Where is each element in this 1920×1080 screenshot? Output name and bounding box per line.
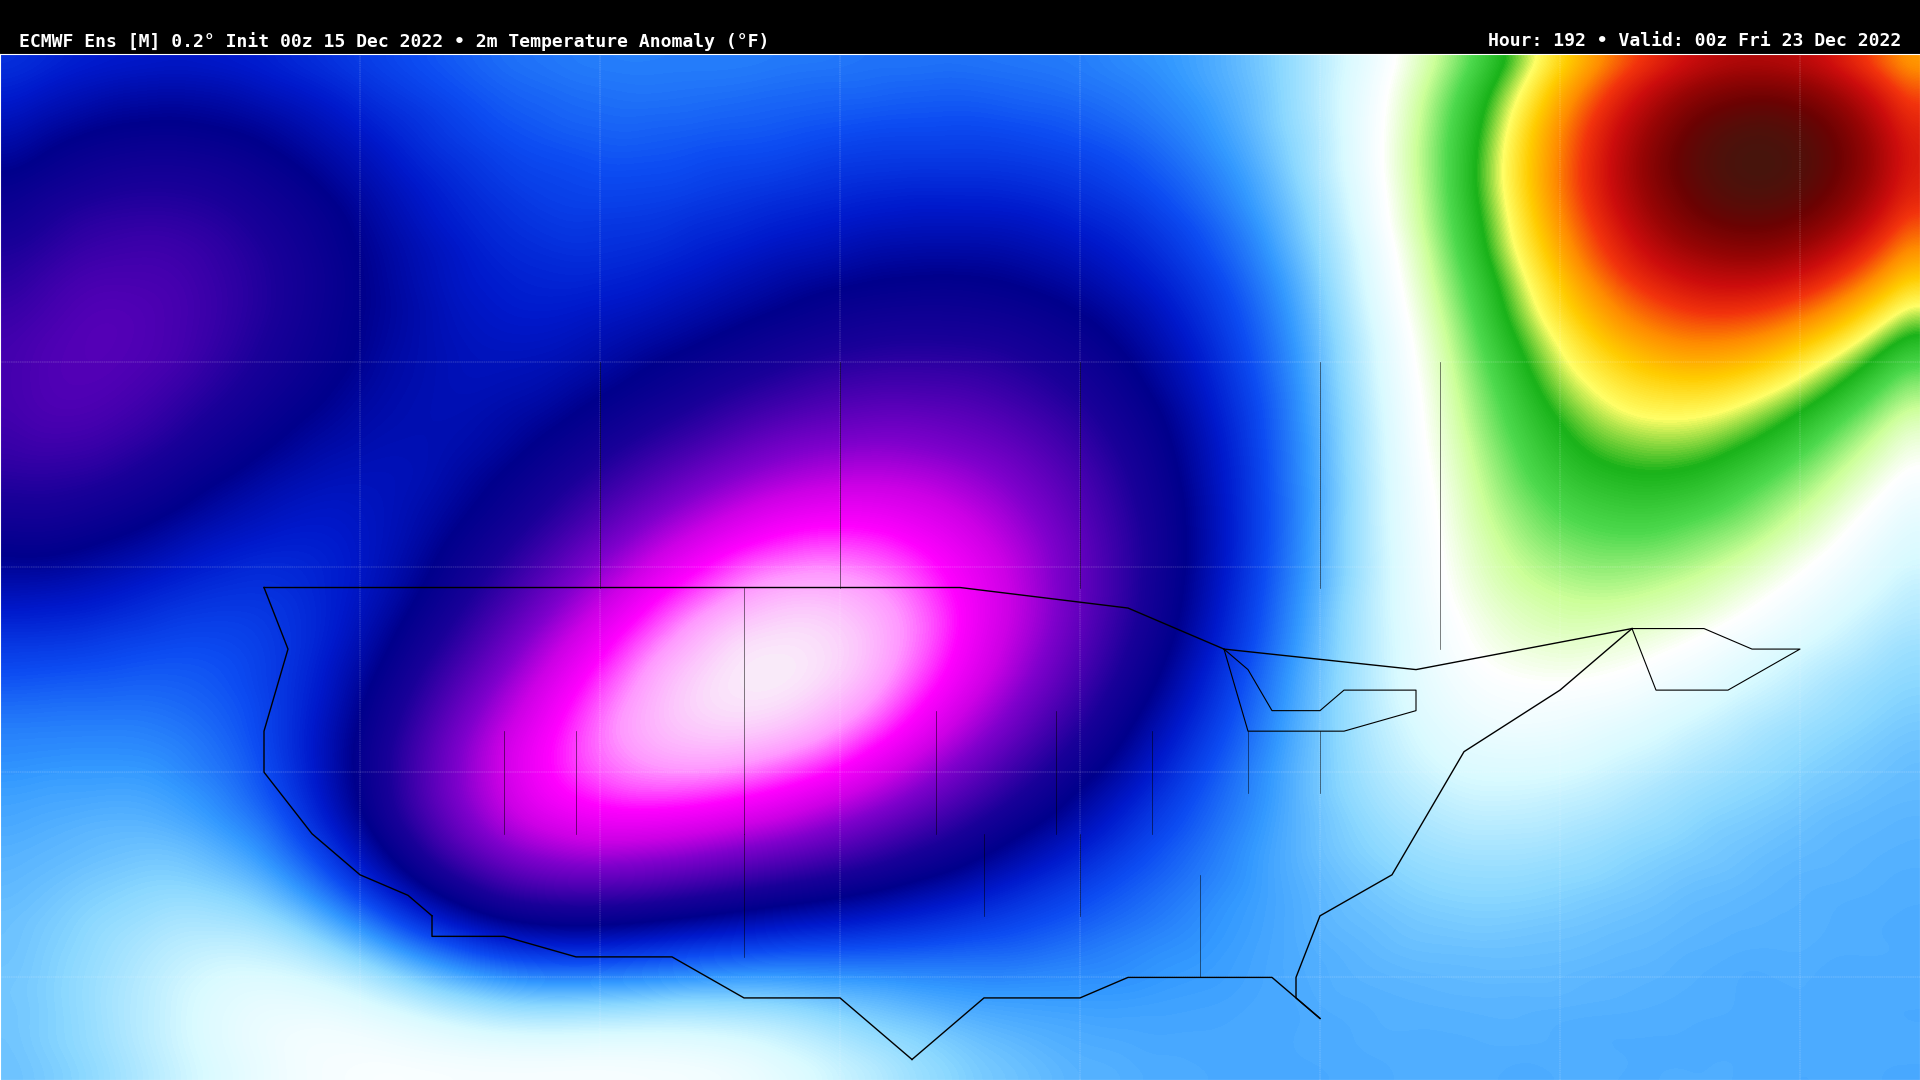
Text: ECMWF Ens [M] 0.2° Init 00z 15 Dec 2022 • 2m Temperature Anomaly (°F): ECMWF Ens [M] 0.2° Init 00z 15 Dec 2022 … — [19, 32, 770, 52]
Text: Hour: 192 • Valid: 00z Fri 23 Dec 2022: Hour: 192 • Valid: 00z Fri 23 Dec 2022 — [1488, 32, 1901, 51]
